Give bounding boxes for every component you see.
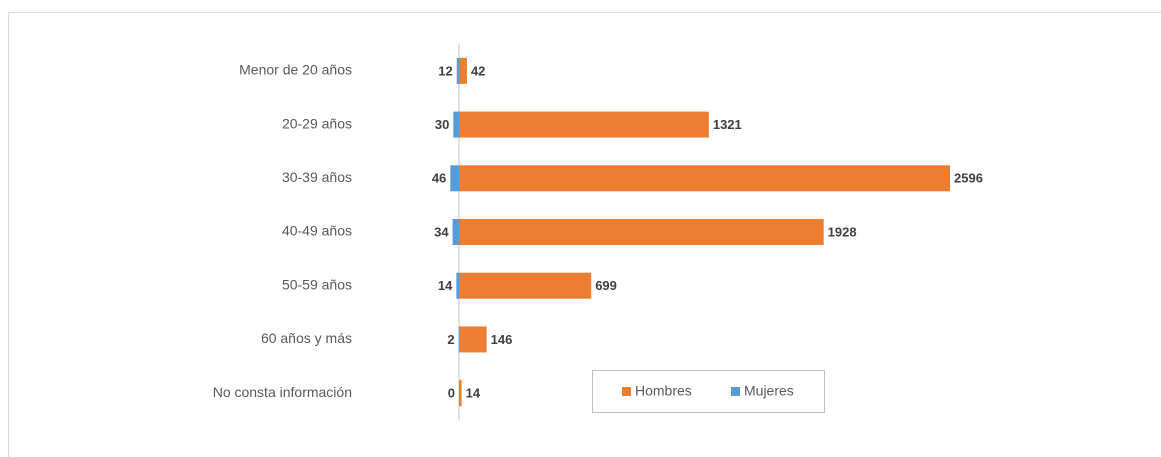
category-label: Menor de 20 años (239, 62, 352, 78)
value-label: 699 (595, 278, 617, 293)
legend-swatch (622, 387, 631, 396)
value-label: 1321 (713, 117, 742, 132)
legend-label: Mujeres (744, 383, 794, 399)
bar (456, 57, 459, 84)
bar (459, 380, 462, 407)
value-label: 30 (435, 117, 449, 132)
legend-label: Hombres (635, 383, 692, 399)
value-label: 146 (491, 332, 513, 347)
value-label: 0 (448, 386, 455, 401)
value-label: 2596 (954, 171, 983, 186)
bar (453, 111, 459, 138)
category-label: 20-29 años (282, 115, 352, 131)
bar (459, 57, 467, 84)
bar (459, 219, 824, 245)
value-label: 14 (466, 386, 481, 401)
value-label: 42 (471, 63, 485, 78)
category-label: 30-39 años (282, 169, 352, 185)
bar (452, 219, 459, 245)
category-label: 40-49 años (282, 223, 352, 239)
legend (592, 370, 825, 413)
bar (459, 272, 592, 299)
value-label: 46 (432, 171, 446, 186)
bar (459, 326, 487, 353)
value-label: 14 (438, 278, 453, 293)
value-label: 34 (434, 224, 449, 239)
bar (459, 111, 709, 138)
value-label: 1928 (828, 224, 857, 239)
bar (456, 272, 459, 299)
legend-swatch (731, 387, 740, 396)
value-label: 12 (438, 63, 452, 78)
bar (459, 165, 950, 192)
value-label: 2 (447, 332, 454, 347)
category-label: 60 años y más (261, 330, 352, 346)
bar (450, 165, 459, 192)
category-label: No consta información (213, 384, 352, 400)
category-label: 50-59 años (282, 276, 352, 292)
